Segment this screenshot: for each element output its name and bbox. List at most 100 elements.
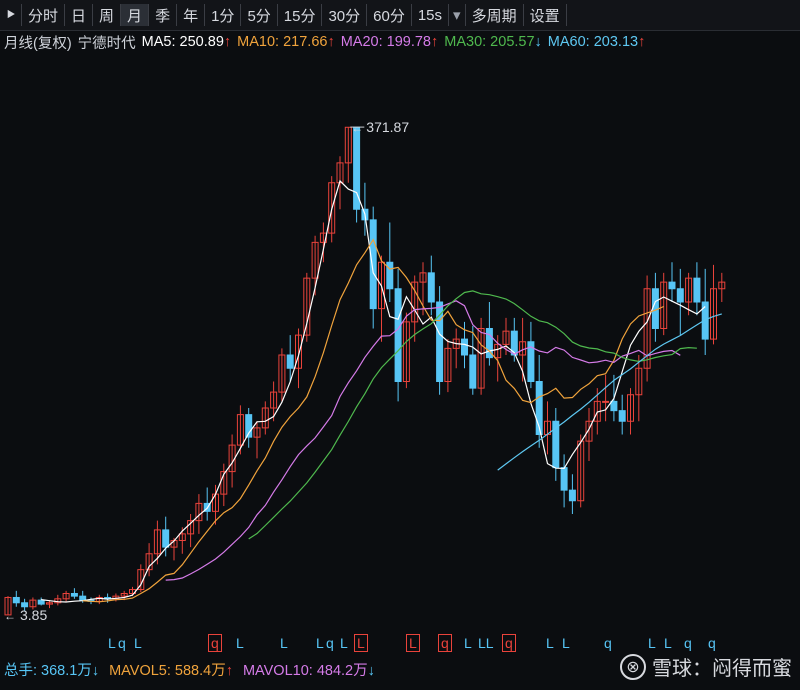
candle-body bbox=[635, 367, 643, 396]
candle-body bbox=[46, 602, 53, 605]
more-periods-button[interactable]: 多周期 bbox=[466, 4, 524, 26]
candle-body bbox=[178, 533, 186, 541]
ma-value-ma5: MA5: 250.89↑ bbox=[141, 34, 232, 50]
period-tab-8[interactable]: 15分 bbox=[278, 4, 323, 26]
candle-body bbox=[29, 599, 37, 608]
period-tab-3[interactable]: 月 bbox=[121, 4, 150, 26]
candle-body bbox=[585, 420, 593, 442]
candle-body bbox=[253, 427, 261, 438]
candle-body bbox=[261, 407, 269, 429]
signal-marker: L bbox=[406, 634, 420, 652]
ma-line-ma5 bbox=[41, 179, 706, 603]
volume-info-line: 总手: 368.1万↓ MAVOL5: 588.4万↑ MAVOL10: 484… bbox=[4, 660, 375, 679]
arrow-up-icon: ↑ bbox=[223, 34, 232, 50]
candle-body bbox=[162, 529, 170, 548]
mavol10: MAVOL10: 484.2万↓ bbox=[242, 662, 375, 679]
candle-body bbox=[286, 354, 294, 369]
candle-body bbox=[145, 553, 153, 571]
candle-body bbox=[643, 288, 651, 369]
chevron-down-icon[interactable]: ▾ bbox=[449, 4, 466, 26]
candle-body bbox=[461, 338, 468, 356]
candle-body bbox=[79, 595, 87, 601]
signal-marker: L bbox=[280, 635, 288, 651]
candle-body bbox=[62, 593, 70, 600]
mavol5: MAVOL5: 588.4万↑ bbox=[109, 662, 233, 679]
candle-body bbox=[693, 277, 701, 303]
indicator-info-line: 月线(复权) 宁德时代 MA5: 250.89↑ MA10: 217.66↑ MA2… bbox=[4, 32, 645, 52]
candle-body bbox=[469, 354, 477, 389]
candle-body bbox=[4, 596, 12, 616]
candle-body bbox=[245, 414, 253, 438]
arrow-up-icon: ↑ bbox=[327, 34, 335, 50]
period-tab-0[interactable]: 分时 bbox=[22, 4, 66, 26]
ma-values: MA5: 250.89↑ MA10: 217.66↑ MA20: 199.78↑ MA… bbox=[142, 34, 646, 50]
period-tab-11[interactable]: 15s bbox=[412, 4, 450, 26]
candle-body bbox=[502, 330, 510, 345]
candle-body bbox=[602, 400, 610, 403]
candle-body bbox=[303, 277, 311, 336]
period-tab-2[interactable]: 周 bbox=[93, 4, 122, 26]
period-tab-6[interactable]: 1分 bbox=[205, 4, 242, 26]
snowball-logo-icon: ⊗ bbox=[620, 653, 646, 680]
candle-body bbox=[411, 281, 419, 323]
candle-body bbox=[369, 219, 377, 310]
period-tab-10[interactable]: 60分 bbox=[367, 4, 412, 26]
signal-marker: q bbox=[502, 634, 516, 652]
candle-body bbox=[660, 281, 668, 329]
signal-marker: L bbox=[134, 635, 142, 651]
candle-body bbox=[236, 414, 244, 446]
ma-line-ma60 bbox=[497, 313, 722, 471]
candle-body bbox=[436, 301, 444, 382]
candle-body bbox=[12, 596, 20, 604]
candle-body bbox=[328, 182, 336, 234]
period-tab-1[interactable]: 日 bbox=[65, 4, 94, 26]
candle-body bbox=[485, 328, 493, 359]
high-annotation: 371.87 bbox=[366, 119, 409, 135]
candle-body bbox=[568, 489, 576, 502]
arrow-down-icon: ↓ bbox=[91, 662, 100, 679]
candle-body bbox=[560, 467, 568, 491]
signal-marker: L bbox=[316, 635, 324, 651]
candle-body bbox=[676, 288, 684, 303]
period-tab-7[interactable]: 5分 bbox=[241, 4, 278, 26]
signal-marker: q bbox=[684, 635, 692, 651]
candle-body bbox=[311, 241, 319, 279]
low-annotation: 3.85 bbox=[20, 607, 47, 623]
candle-body bbox=[187, 520, 195, 535]
candle-body bbox=[668, 281, 676, 290]
signal-marker: L bbox=[664, 635, 672, 651]
arrow-left-icon: ← bbox=[351, 121, 363, 135]
candle-body bbox=[610, 400, 618, 412]
candle-body bbox=[419, 272, 427, 283]
period-toolbar: ⯈ 分时日周月季年 1分 5分 15分 30分 60分 15s ▾ 多周期 设置 bbox=[0, 0, 800, 31]
ma-line-ma10 bbox=[82, 238, 664, 603]
candle-body bbox=[427, 272, 435, 303]
watermark-text: 雪球：闷得而蜜 bbox=[652, 658, 792, 680]
candle-body bbox=[627, 394, 634, 422]
candle-body bbox=[70, 593, 78, 597]
collapse-icon[interactable]: ⯈ bbox=[0, 4, 22, 26]
candle-body bbox=[477, 328, 485, 389]
signal-marker: L bbox=[562, 635, 570, 651]
ma-value-ma20: MA20: 199.78↑ bbox=[340, 34, 439, 50]
signal-marker: L bbox=[546, 635, 554, 651]
signal-marker: L bbox=[236, 635, 244, 651]
candle-body bbox=[394, 288, 402, 382]
candle-body bbox=[685, 277, 693, 303]
period-tab-5[interactable]: 年 bbox=[177, 4, 206, 26]
candle-body bbox=[718, 281, 726, 290]
signal-marker: L bbox=[108, 635, 116, 651]
stock-name: 宁德时代 bbox=[77, 35, 136, 52]
ma-value-ma10: MA10: 217.66↑ bbox=[237, 34, 335, 50]
arrow-up-icon: ↑ bbox=[638, 34, 646, 50]
period-tab-4[interactable]: 季 bbox=[149, 4, 178, 26]
candle-body bbox=[378, 261, 385, 310]
settings-button[interactable]: 设置 bbox=[524, 4, 567, 26]
ma-value-ma60: MA60: 203.13↑ bbox=[547, 34, 646, 50]
period-tab-9[interactable]: 30分 bbox=[322, 4, 368, 26]
ma-line-ma30 bbox=[248, 290, 697, 540]
candle-body bbox=[21, 602, 29, 608]
ma-line-ma20 bbox=[165, 300, 681, 581]
candle-body bbox=[295, 334, 302, 369]
